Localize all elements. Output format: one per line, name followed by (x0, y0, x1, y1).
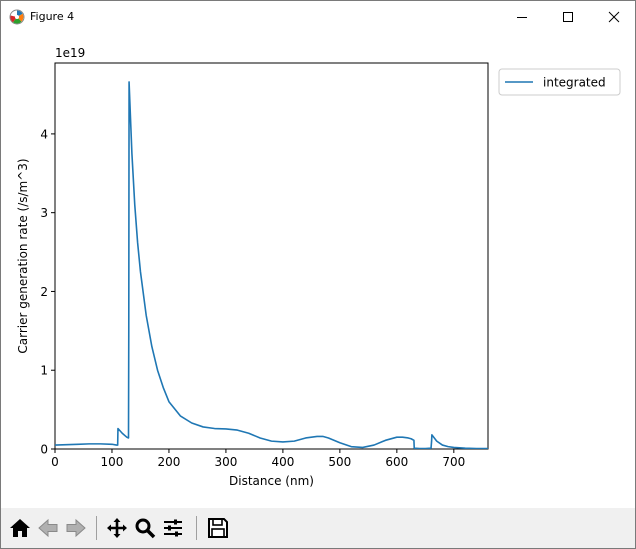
zoom-button[interactable] (132, 515, 158, 541)
minimize-button[interactable] (499, 1, 545, 33)
configure-subplots-button[interactable] (160, 515, 186, 541)
y-offset-label: 1e19 (55, 46, 85, 60)
x-tick-label: 600 (385, 455, 408, 469)
y-tick-label: 4 (40, 127, 48, 141)
close-button[interactable] (591, 1, 636, 33)
forward-button[interactable] (63, 515, 89, 541)
x-tick-label: 0 (51, 455, 59, 469)
configure-subplots-icon (164, 519, 182, 537)
close-icon (608, 11, 620, 23)
maximize-icon (563, 12, 573, 22)
pan-icon (107, 518, 127, 538)
series-line (55, 81, 488, 449)
y-tick-label: 0 (40, 443, 48, 457)
matplotlib-icon (9, 9, 25, 25)
y-tick-label: 2 (40, 285, 48, 299)
pan-button[interactable] (104, 515, 130, 541)
zoom-icon (135, 518, 156, 539)
x-axis-label: Distance (nm) (229, 474, 314, 488)
legend-label: integrated (543, 76, 606, 90)
legend-box (498, 68, 621, 96)
axes-frame (54, 62, 489, 450)
home-button[interactable] (7, 515, 33, 541)
toolbar-separator (96, 516, 97, 540)
back-button[interactable] (35, 515, 61, 541)
x-tick-label: 500 (328, 455, 351, 469)
navigation-toolbar (1, 508, 635, 548)
title-bar[interactable]: Figure 4 (1, 1, 635, 33)
line-chart: 0 100 200 300 400 500 600 700 0 1 2 3 4 1e19 Distance … (16, 46, 621, 488)
minimize-icon (517, 17, 527, 18)
save-button[interactable] (205, 515, 231, 541)
toolbar-separator (196, 516, 197, 540)
x-tick-label: 400 (271, 455, 294, 469)
x-tick-label: 300 (214, 455, 237, 469)
x-tick-label: 100 (101, 455, 124, 469)
save-icon (208, 518, 228, 538)
y-axis-label: Carrier generation rate (/s/m^3) (16, 158, 30, 353)
plot-canvas[interactable]: 0 100 200 300 400 500 600 700 0 1 2 3 4 1e19 Distance … (1, 33, 635, 507)
back-icon (38, 518, 58, 538)
x-tick-label: 200 (157, 455, 180, 469)
forward-icon (66, 518, 86, 538)
y-tick-label: 1 (40, 364, 48, 378)
y-tick-label: 3 (40, 206, 48, 220)
home-icon (10, 519, 30, 537)
x-tick-label: 700 (442, 455, 465, 469)
maximize-button[interactable] (545, 1, 591, 33)
window-title: Figure 4 (30, 10, 75, 23)
